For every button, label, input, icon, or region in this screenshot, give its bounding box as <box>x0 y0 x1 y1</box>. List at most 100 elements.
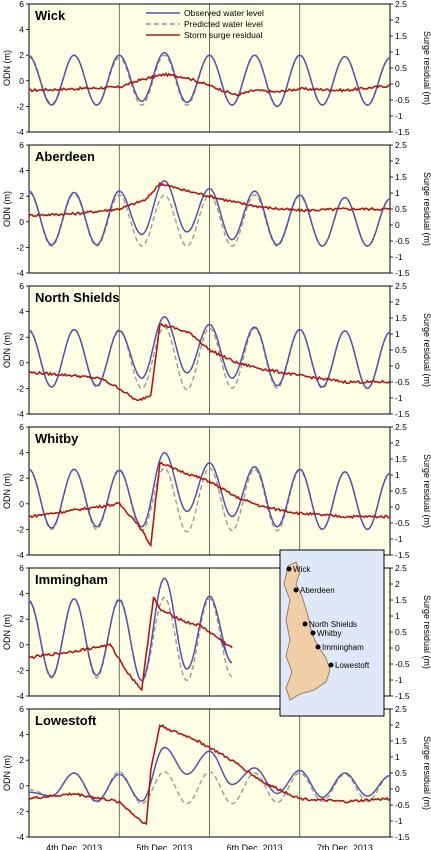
y2-tick-label: 1 <box>395 752 400 762</box>
map-marker <box>310 630 316 636</box>
y2-axis-label: Surge residual (m) <box>422 454 431 528</box>
series-storm-surge-residual <box>28 71 391 97</box>
y2-tick-label: -1.5 <box>395 550 410 560</box>
panel-north-shields: -4 -2 0 2 4 6 -1.5 -1 -0.5 0 0.5 1 1.5 2 2.5 ODN (m) Sur… <box>2 281 431 419</box>
panel-aberdeen: -4 -2 0 2 4 6 -1.5 -1 -0.5 0 0.5 1 1.5 2 2.5 ODN (m) Sur… <box>2 140 431 278</box>
y-tick-label: 2 <box>19 473 24 483</box>
y2-tick-label: 2 <box>395 579 400 589</box>
y2-tick-label: 2.5 <box>395 704 407 714</box>
map-place-label: Wick <box>293 565 311 574</box>
y2-axis-label: Surge residual (m) <box>422 736 431 810</box>
y2-tick-label: 0.5 <box>395 204 407 214</box>
y-tick-label: 0 <box>19 640 24 650</box>
map-marker <box>286 566 292 572</box>
y2-tick-label: 1.5 <box>395 736 407 746</box>
y-tick-label: 0 <box>19 358 24 368</box>
y2-tick-label: 2 <box>395 15 400 25</box>
y-tick-label: 0 <box>19 781 24 791</box>
y2-tick-label: -1 <box>395 252 403 262</box>
y-tick-label: 2 <box>19 332 24 342</box>
y-tick-label: -4 <box>16 268 24 278</box>
y-tick-label: 2 <box>19 50 24 60</box>
y-tick-label: -4 <box>16 832 24 842</box>
y2-tick-label: 0.5 <box>395 63 407 73</box>
y-tick-label: 2 <box>19 191 24 201</box>
y-tick-label: -2 <box>16 665 24 675</box>
y2-tick-label: 0.5 <box>395 345 407 355</box>
y2-tick-label: 0.5 <box>395 627 407 637</box>
map-place-label: Whitby <box>317 629 341 638</box>
legend-label: Predicted water level <box>184 19 263 29</box>
y2-tick-label: 1 <box>395 188 400 198</box>
y-tick-label: 0 <box>19 499 24 509</box>
legend-label: Observed water level <box>184 8 264 18</box>
y2-tick-label: 2.5 <box>395 563 407 573</box>
y-tick-label: -4 <box>16 127 24 137</box>
y2-tick-label: -0.5 <box>395 236 410 246</box>
map-place-label: Aberdeen <box>300 586 335 595</box>
y2-tick-label: 1 <box>395 47 400 57</box>
series-storm-surge-residual <box>28 461 391 548</box>
y2-tick-label: -1 <box>395 111 403 121</box>
panel-whitby: -4 -2 0 2 4 6 -1.5 -1 -0.5 0 0.5 1 1.5 2 2.5 ODN (m) Sur… <box>2 422 431 560</box>
y2-tick-label: 0 <box>395 361 400 371</box>
series-observed-water-level <box>28 179 391 247</box>
y-axis-label: ODN (m) <box>2 50 12 86</box>
land-mass <box>283 561 331 701</box>
y-axis-label: ODN (m) <box>2 473 12 509</box>
y-tick-label: -2 <box>16 383 24 393</box>
y2-tick-label: 1 <box>395 611 400 621</box>
y-tick-label: 6 <box>19 281 24 291</box>
series-storm-surge-residual <box>28 596 233 692</box>
panel-title: Immingham <box>35 572 108 587</box>
panel-title: Whitby <box>35 431 79 446</box>
y-tick-label: 0 <box>19 76 24 86</box>
y2-tick-label: 0 <box>395 502 400 512</box>
y-axis-label: ODN (m) <box>2 755 12 791</box>
y-tick-label: 4 <box>19 589 24 599</box>
y2-tick-label: 0 <box>395 643 400 653</box>
y2-tick-label: 2.5 <box>395 140 407 150</box>
y2-tick-label: -0.5 <box>395 659 410 669</box>
map-place-label: Lowestoft <box>335 661 370 670</box>
map-marker <box>302 621 308 627</box>
y-tick-label: 2 <box>19 614 24 624</box>
map-place-label: Immingham <box>322 643 364 652</box>
panel-lowestoft: -4 -2 0 2 4 6 -1.5 -1 -0.5 0 0.5 1 1.5 2 2.5 ODN (m) Sur… <box>2 704 431 842</box>
panel-title: North Shields <box>35 290 120 305</box>
y2-tick-label: 2.5 <box>395 281 407 291</box>
y2-axis-label: Surge residual (m) <box>422 31 431 105</box>
map-marker <box>328 662 334 668</box>
y2-tick-label: 0 <box>395 79 400 89</box>
y-tick-label: 6 <box>19 0 24 9</box>
x-axis-label: 7th Dec. 2013 <box>317 843 373 850</box>
series-observed-water-level <box>28 577 233 682</box>
y2-tick-label: 0.5 <box>395 768 407 778</box>
y2-tick-label: -0.5 <box>395 377 410 387</box>
panel-title: Aberdeen <box>35 149 95 164</box>
legend-label: Storm surge residual <box>184 30 263 40</box>
y-tick-label: -2 <box>16 806 24 816</box>
y2-tick-label: 0.5 <box>395 486 407 496</box>
y-tick-label: 6 <box>19 140 24 150</box>
y2-tick-label: 0 <box>395 784 400 794</box>
map-place-label: North Shields <box>309 620 357 629</box>
series-observed-water-level <box>29 746 391 802</box>
y2-tick-label: 1 <box>395 470 400 480</box>
x-axis-label: 4th Dec. 2013 <box>46 843 102 850</box>
series-observed-water-level <box>28 51 391 108</box>
x-axis-label: 6th Dec. 2013 <box>227 843 283 850</box>
y-tick-label: 4 <box>19 307 24 317</box>
y-axis-label: ODN (m) <box>2 614 12 650</box>
y2-tick-label: 1.5 <box>395 172 407 182</box>
x-axis-label: 5th Dec. 2013 <box>136 843 192 850</box>
y2-tick-label: 0 <box>395 220 400 230</box>
y-tick-label: 4 <box>19 25 24 35</box>
y-tick-label: -4 <box>16 691 24 701</box>
y-tick-label: -4 <box>16 550 24 560</box>
y2-tick-label: -0.5 <box>395 518 410 528</box>
y2-tick-label: 1.5 <box>395 31 407 41</box>
panel-title: Lowestoft <box>35 713 97 728</box>
